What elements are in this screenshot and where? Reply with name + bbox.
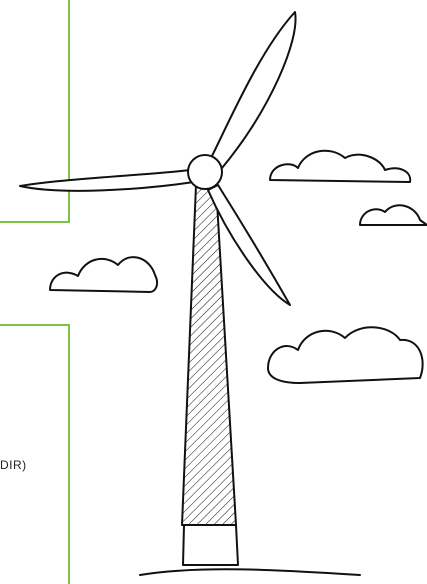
windmill-illustration <box>0 0 427 578</box>
cloud <box>270 151 410 182</box>
cloud <box>50 257 157 292</box>
hub <box>188 155 222 189</box>
blade <box>210 12 296 168</box>
ground <box>140 569 360 575</box>
cloud <box>360 205 427 225</box>
page: DIR) <box>0 0 427 578</box>
cloud <box>268 327 423 383</box>
blade <box>20 170 194 191</box>
tower <box>182 185 236 525</box>
base <box>183 525 238 565</box>
